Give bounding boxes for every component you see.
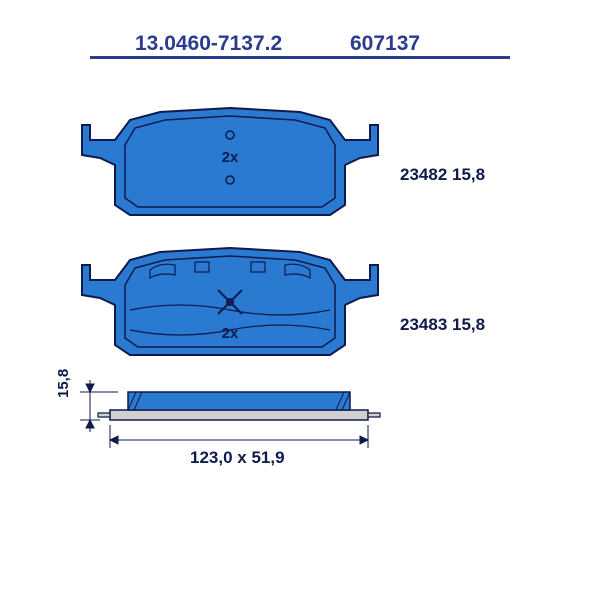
diagram-canvas: 13.0460-7137.2 607137 2x 2x: [0, 0, 600, 600]
ref-bottom: 23483 15,8: [400, 315, 485, 335]
brake-pad-top: 2x: [82, 108, 378, 215]
qty-label-bottom: 2x: [222, 325, 239, 342]
brake-pad-side: [98, 392, 380, 420]
dim-width: [110, 425, 368, 448]
dim-width-text: 123,0 x 51,9: [190, 448, 285, 468]
brake-pad-bottom: 2x: [82, 248, 378, 355]
qty-label-top: 2x: [222, 149, 239, 166]
dim-height-text: 15,8: [55, 369, 72, 398]
ref-top: 23482 15,8: [400, 165, 485, 185]
drawing-svg: 2x 2x: [0, 0, 600, 600]
dim-height: [80, 380, 118, 432]
